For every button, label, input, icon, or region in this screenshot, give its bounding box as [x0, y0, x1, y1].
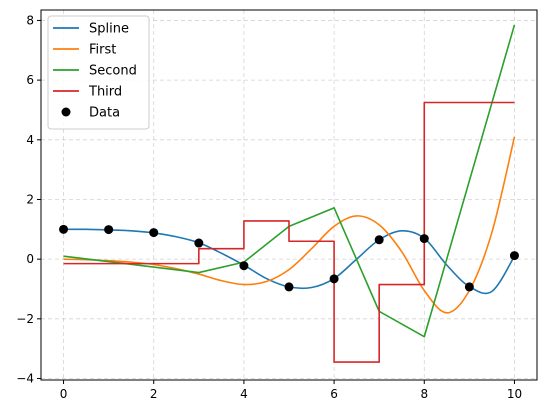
- x-tick-label: 10: [507, 387, 522, 401]
- y-tick-label: −4: [16, 372, 34, 386]
- x-tick-label: 6: [330, 387, 338, 401]
- data-point: [194, 238, 204, 248]
- x-tick-label: 2: [150, 387, 158, 401]
- data-point: [419, 234, 429, 244]
- legend-data-label: Data: [89, 106, 120, 121]
- data-point: [104, 225, 114, 235]
- data-point: [374, 235, 384, 245]
- y-tick-label: 2: [26, 192, 34, 206]
- data-point: [284, 282, 294, 292]
- first-series-line: [63, 136, 516, 314]
- data-point: [464, 282, 474, 292]
- plot-frame: [40, 9, 538, 381]
- legend-third-label: Third: [88, 85, 122, 100]
- series-layer: [59, 24, 519, 363]
- x-tick-label: 8: [420, 387, 428, 401]
- y-tick-label: 0: [26, 252, 34, 266]
- data-point: [239, 261, 249, 271]
- y-tick-label: 4: [26, 133, 34, 147]
- data-point: [509, 251, 519, 261]
- x-tick-label: 0: [60, 387, 68, 401]
- x-tick-label: 4: [240, 387, 248, 401]
- data-point: [59, 224, 69, 234]
- legend-second-label: Second: [89, 64, 137, 79]
- legend-data-marker: [61, 107, 71, 117]
- legend: Spline First Second Third Data: [47, 15, 150, 130]
- third-series-line: [63, 101, 515, 363]
- legend-first-label: First: [89, 43, 116, 58]
- y-tick-label: 6: [26, 73, 34, 87]
- y-tick-label: 8: [26, 13, 34, 27]
- data-point: [149, 228, 159, 238]
- axes: 0 2 4 6 8 10 −4 −2 0 2 4 6 8: [16, 13, 522, 401]
- data-point: [329, 274, 339, 284]
- y-tick-label: −2: [16, 312, 34, 326]
- legend-box: [47, 15, 150, 130]
- second-series-line: [63, 24, 516, 338]
- legend-spline-label: Spline: [89, 22, 129, 37]
